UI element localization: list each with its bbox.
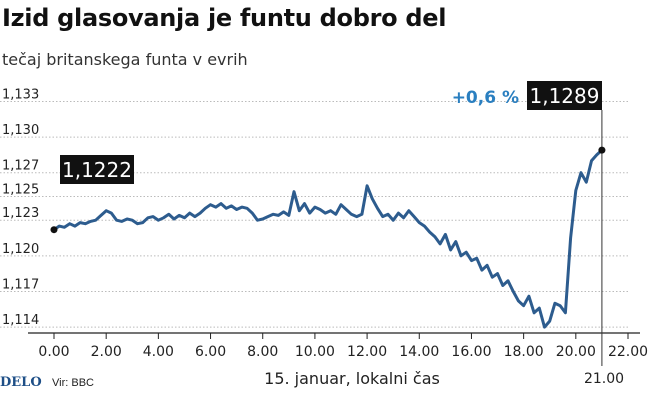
y-tick-label: 1,117 (2, 277, 39, 292)
x-tick-label: 10.00 (295, 344, 335, 360)
end-value-box (527, 81, 602, 110)
y-tick-label: 1,123 (2, 206, 39, 221)
x-tick-label: 16.00 (451, 344, 491, 360)
end-point (598, 146, 606, 154)
start-value-box (60, 155, 134, 184)
x-tick-label: 6.00 (195, 344, 226, 360)
x-tick-label: 2.00 (91, 344, 122, 360)
change-label: +0,6 % (452, 88, 519, 108)
x-tick-label: 0.00 (38, 344, 69, 360)
x-tick-label: 20.00 (556, 344, 596, 360)
y-tick-label: 1,130 (2, 123, 39, 138)
x-tick-label: 8.00 (247, 344, 278, 360)
x-tick-label: 4.00 (143, 344, 174, 360)
chart-subtitle: tečaj britanskega funta v evrih (2, 50, 248, 69)
x-tick-label: 22.00 (608, 344, 648, 360)
chart-title: Izid glasovanja je funtu dobro del (2, 4, 447, 32)
start-value-label: 1,1222 (62, 158, 132, 182)
y-tick-label: 1,125 (2, 182, 39, 197)
end-time-label: 21.00 (584, 371, 624, 387)
y-tick-label: 1,114 (2, 313, 39, 328)
source-note: Vir: BBC (52, 377, 94, 389)
start-point (50, 226, 58, 234)
x-tick-label: 12.00 (347, 344, 387, 360)
x-axis-label: 15. januar, lokalni čas (264, 369, 440, 388)
brand-logo: DELO (0, 375, 42, 390)
y-tick-label: 1,127 (2, 159, 39, 174)
end-value-label: 1,1289 (530, 84, 600, 108)
x-tick-label: 14.00 (399, 344, 439, 360)
y-tick-label: 1,133 (2, 87, 39, 102)
x-tick-label: 18.00 (504, 344, 544, 360)
series-line (52, 148, 604, 329)
y-tick-label: 1,120 (2, 242, 39, 257)
